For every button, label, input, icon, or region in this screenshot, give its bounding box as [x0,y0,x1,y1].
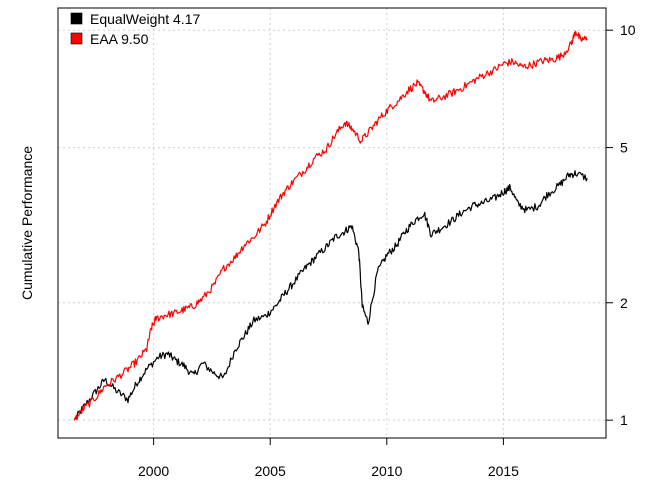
x-axis: 2000 2005 2010 2015 [138,437,519,479]
legend-label-equalweight: EqualWeight 4.17 [90,11,200,27]
legend: EqualWeight 4.17 EAA 9.50 [70,11,200,47]
series-line-equalweight [73,170,588,421]
y-axis: 1 2 5 10 [605,22,636,428]
series-line-eaa [73,30,588,421]
x-tick-label-2005: 2005 [255,463,286,479]
grid-lines [58,8,606,438]
x-tick-label-2010: 2010 [371,463,402,479]
y-tick-label-10: 10 [620,22,636,38]
legend-swatch-eaa [70,32,83,45]
y-tick-label-1: 1 [620,412,628,428]
series-layer [73,30,588,421]
x-tick-label-2015: 2015 [488,463,519,479]
legend-swatch-equalweight [70,12,83,25]
x-tick-label-2000: 2000 [138,463,169,479]
legend-label-eaa: EAA 9.50 [90,31,149,47]
y-tick-label-5: 5 [620,140,628,156]
y-tick-label-2: 2 [620,295,628,311]
y-axis-label: Cumulative Performance [19,146,35,300]
